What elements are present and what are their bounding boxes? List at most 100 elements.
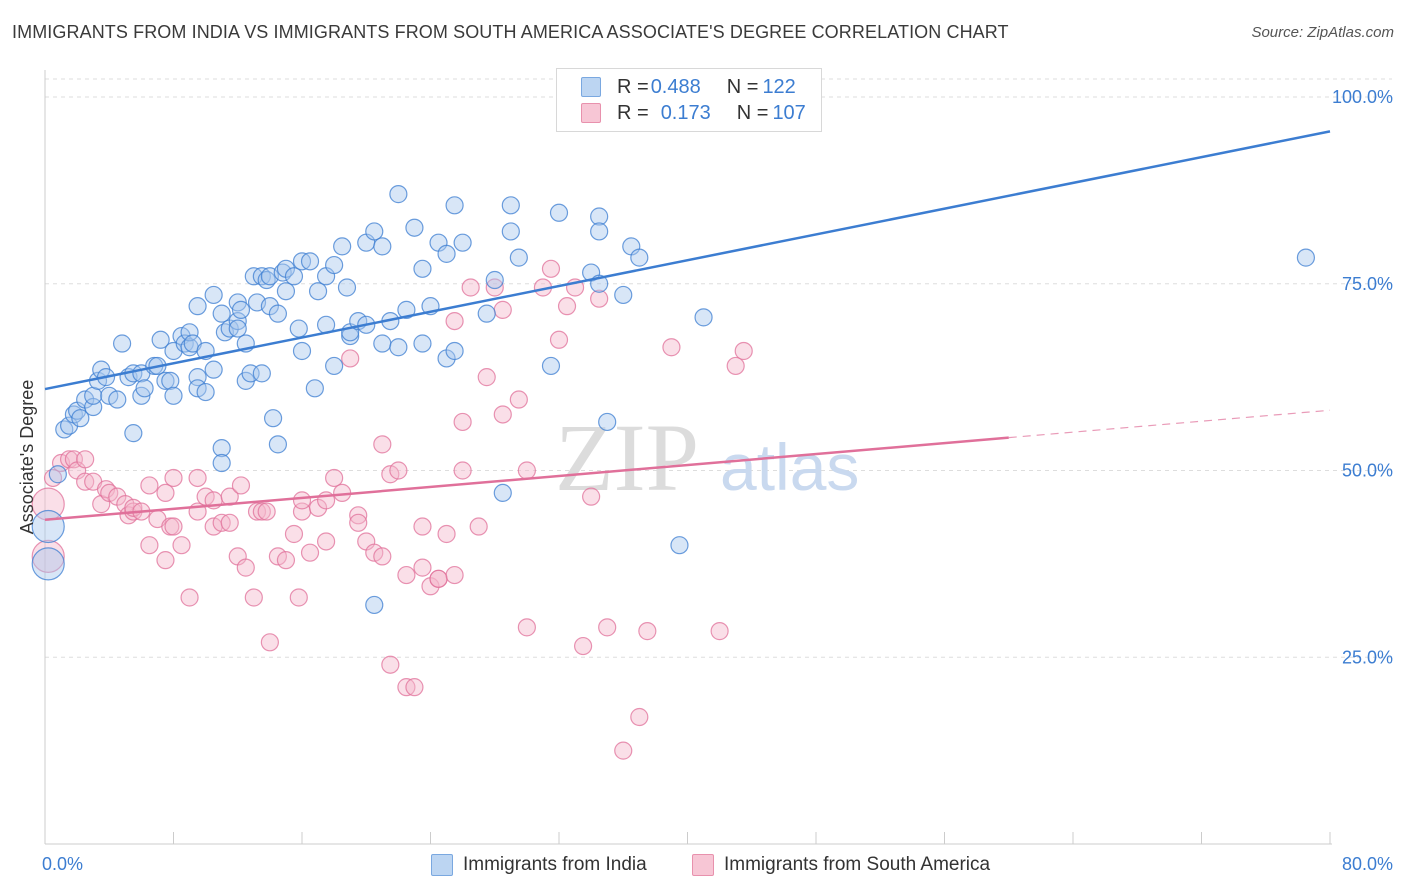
- sa-point: [164, 517, 183, 536]
- bottom-india-swatch: [431, 854, 453, 876]
- sa-point: [292, 491, 312, 510]
- india-point: [212, 438, 231, 458]
- india-point: [276, 282, 296, 301]
- sa-point: [381, 655, 400, 674]
- sa-point: [140, 476, 159, 495]
- trend-lines: [44, 130, 1331, 522]
- sa-point: [453, 461, 472, 480]
- y-tick-label-3: 25.0%: [1342, 647, 1393, 667]
- sa-r-value: 0.173: [660, 101, 711, 124]
- india-point: [305, 379, 324, 398]
- sa-point: [477, 368, 496, 387]
- sa-point: [590, 289, 609, 308]
- india-r-label: R =: [617, 75, 649, 98]
- x-tick-label-min: 0.0%: [42, 854, 83, 874]
- india-point: [164, 386, 183, 405]
- watermark: ZIP atlas: [555, 404, 859, 511]
- sa-point: [341, 349, 360, 368]
- india-point: [228, 312, 247, 331]
- bottom-sa-label: Immigrants from South America: [724, 854, 991, 875]
- india-point: [694, 308, 713, 327]
- india-point: [397, 300, 416, 319]
- india-point: [630, 248, 649, 267]
- sa-point: [429, 569, 448, 588]
- sa-point: [517, 618, 536, 637]
- sa-point: [541, 259, 561, 278]
- india-point: [325, 356, 344, 376]
- sa-point: [493, 300, 512, 319]
- sa-point: [276, 551, 296, 570]
- sa-point: [140, 536, 159, 555]
- legend-row-sa: R = 0.173 N = 107: [581, 100, 806, 126]
- india-point: [670, 536, 689, 555]
- bottom-sa-swatch: [692, 854, 714, 876]
- india-point: [365, 222, 384, 241]
- sa-point: [445, 312, 464, 331]
- sa-point: [244, 588, 263, 607]
- sa-point: [453, 412, 472, 432]
- india-swatch: [581, 77, 601, 97]
- sa-point: [573, 636, 593, 656]
- sa-point: [710, 622, 729, 641]
- india-point: [509, 248, 528, 267]
- sa-point: [180, 588, 199, 607]
- sa-point: [598, 618, 617, 637]
- india-point: [268, 435, 288, 454]
- india-point: [212, 304, 231, 323]
- sa-point: [252, 502, 271, 521]
- watermark-zip: ZIP: [555, 404, 699, 511]
- sa-r-label: R =: [617, 101, 649, 124]
- india-point: [289, 319, 308, 338]
- india-trend-line: [44, 130, 1331, 391]
- bottom-india-label: Immigrants from India: [463, 854, 647, 875]
- chart-title: IMMIGRANTS FROM INDIA VS IMMIGRANTS FROM…: [12, 22, 1009, 42]
- sa-point: [614, 741, 633, 760]
- sa-point: [172, 536, 191, 555]
- sa-point: [493, 405, 512, 424]
- sa-point: [260, 633, 279, 652]
- india-point: [373, 237, 392, 256]
- india-point: [124, 424, 143, 443]
- india-point: [188, 297, 207, 316]
- india-point: [485, 270, 504, 290]
- india-point: [71, 409, 90, 428]
- sa-point: [247, 502, 267, 521]
- india-point: [300, 252, 320, 271]
- india-point: [308, 282, 328, 301]
- watermark-atlas: atlas: [720, 430, 859, 504]
- sa-point: [461, 278, 480, 297]
- india-point: [541, 356, 561, 376]
- sa-point: [638, 622, 657, 641]
- india-point: [437, 244, 456, 263]
- sa-trend-line: [44, 436, 1009, 522]
- bottom-legend-sa: Immigrants from South America: [692, 852, 990, 878]
- india-point: [31, 547, 65, 581]
- sa-point: [300, 543, 320, 562]
- sa-point: [231, 476, 251, 495]
- sa-point: [726, 356, 745, 376]
- sa-point: [373, 435, 392, 454]
- india-point: [156, 371, 175, 390]
- sa-point: [662, 338, 681, 357]
- axis-labels: 100.0% 75.0% 50.0% 25.0% 0.0% 80.0% Associate'…: [17, 87, 1393, 874]
- india-point: [212, 453, 231, 473]
- sa-point: [485, 278, 504, 297]
- india-point: [477, 304, 496, 323]
- sa-point: [389, 461, 408, 480]
- india-point: [445, 196, 464, 215]
- sa-point: [76, 450, 95, 469]
- sa-point: [289, 588, 308, 607]
- india-point: [389, 185, 408, 204]
- sa-point: [413, 517, 432, 536]
- india-point: [413, 334, 432, 353]
- india-point: [228, 319, 247, 338]
- sa-point: [734, 341, 753, 361]
- sa-point: [397, 565, 416, 585]
- india-point: [1296, 248, 1316, 267]
- sa-point: [413, 558, 432, 577]
- india-point: [252, 364, 271, 383]
- india-point: [263, 409, 283, 428]
- india-point: [389, 338, 408, 357]
- india-point: [590, 222, 609, 241]
- india-point: [325, 255, 344, 275]
